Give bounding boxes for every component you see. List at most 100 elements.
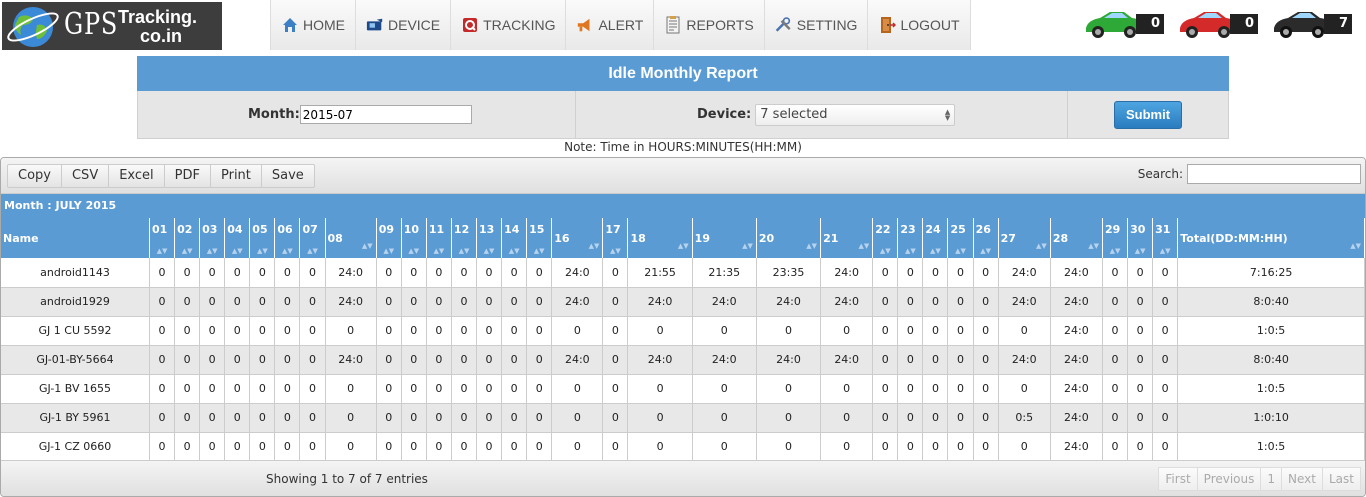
nav-tracking[interactable]: TRACKING (451, 0, 567, 50)
month-input[interactable] (299, 105, 472, 124)
day-cell: 0 (692, 403, 757, 433)
previous-page-button[interactable]: Previous (1197, 467, 1262, 491)
column-header-label: 22 (875, 223, 891, 236)
table-row[interactable]: GJ 1 CU 5592 0 0 0 0 0 0 0 0 0 0 0 0 0 0 0 0 0 0 0 0 0 0 0 0 0 0 0 2… (1, 316, 1365, 346)
column-header-day-01[interactable]: 01 ▲▼ (149, 218, 176, 258)
column-header-day-22[interactable]: 22 ▲▼ (872, 218, 899, 258)
nav-logout[interactable]: LOGOUT (868, 0, 971, 50)
column-header-day-11[interactable]: 11 ▲▼ (426, 218, 452, 258)
column-header-day-27[interactable]: 27 ▲▼ (998, 218, 1051, 258)
search-input[interactable] (1187, 164, 1361, 184)
total-cell: 7:16:25 (1177, 258, 1365, 288)
column-header-day-28[interactable]: 28 ▲▼ (1050, 218, 1103, 258)
table-row[interactable]: GJ-1 BY 5961 0 0 0 0 0 0 0 0 0 0 0 0 0 0 0 0 0 0 0 0 0 0 0 0 0 0 0:… (1, 403, 1365, 433)
day-cell: 0 (274, 316, 301, 346)
column-header-day-18[interactable]: 18 ▲▼ (627, 218, 693, 258)
day-cell: 0 (476, 345, 503, 375)
column-header-day-17[interactable]: 17 ▲▼ (602, 218, 629, 258)
day-cell: 0 (426, 316, 452, 346)
column-header-day-16[interactable]: 16 ▲▼ (551, 218, 604, 258)
day-cell: 0 (376, 287, 402, 317)
nav-reports[interactable]: REPORTS (654, 0, 765, 50)
column-header-day-12[interactable]: 12 ▲▼ (451, 218, 478, 258)
column-header-day-21[interactable]: 21 ▲▼ (820, 218, 874, 258)
nav-setting[interactable]: SETTING (764, 0, 869, 50)
next-page-button[interactable]: Next (1282, 467, 1323, 491)
day-cell: 0 (224, 287, 251, 317)
report-table-wrapper: Copy CSV Excel PDF Print Save Search: Mo… (0, 157, 1366, 497)
sort-icon: ▲▼ (508, 247, 520, 255)
column-header-day-29[interactable]: 29 ▲▼ (1102, 218, 1129, 258)
column-header-total[interactable]: Total(DD:MM:HH) ▲▼ (1177, 218, 1365, 258)
print-button[interactable]: Print (210, 164, 262, 188)
column-header-day-19[interactable]: 19 ▲▼ (692, 218, 757, 258)
day-cell: 0 (872, 287, 899, 317)
day-cell: 0 (224, 316, 251, 346)
logo-gps-text: GPS (64, 7, 119, 42)
nav-home[interactable]: HOME (270, 0, 356, 50)
day-cell: 0 (249, 345, 276, 375)
page-1-button[interactable]: 1 (1261, 467, 1283, 491)
column-header-day-14[interactable]: 14 ▲▼ (501, 218, 528, 258)
day-cell: 0 (274, 432, 301, 462)
day-cell: 0 (325, 374, 377, 404)
day-cell: 0 (274, 374, 301, 404)
column-header-day-24[interactable]: 24 ▲▼ (922, 218, 949, 258)
column-header-day-25[interactable]: 25 ▲▼ (947, 218, 974, 258)
table-row[interactable]: android1143 0 0 0 0 0 0 0 24:0 0 0 0 0 0 0 0 24:0 0 21:55 2… (1, 258, 1365, 288)
black-car-counter[interactable]: 7 (1270, 4, 1358, 44)
excel-button[interactable]: Excel (109, 164, 165, 188)
column-header-day-23[interactable]: 23 ▲▼ (897, 218, 924, 258)
day-cell: 24:0 (1050, 432, 1103, 462)
last-page-button[interactable]: Last (1323, 467, 1361, 491)
reports-icon (664, 16, 682, 34)
green-car-counter[interactable]: 0 (1082, 4, 1170, 44)
sort-icon: ▲▼ (1109, 247, 1121, 255)
day-cell: 24:0 (1050, 258, 1103, 288)
column-header-name[interactable]: Name (1, 218, 150, 258)
column-header-day-26[interactable]: 26 ▲▼ (973, 218, 999, 258)
day-cell: 0 (973, 432, 999, 462)
sort-icon: ▲▼ (383, 247, 395, 255)
day-cell: 0 (174, 374, 201, 404)
column-header-day-03[interactable]: 03 ▲▼ (199, 218, 226, 258)
column-header-day-04[interactable]: 04 ▲▼ (224, 218, 251, 258)
day-cell: 0 (401, 432, 427, 462)
day-cell: 0 (501, 345, 528, 375)
day-cell: 0 (376, 316, 402, 346)
column-header-day-08[interactable]: 08 ▲▼ (325, 218, 377, 258)
column-header-day-10[interactable]: 10 ▲▼ (401, 218, 427, 258)
column-header-day-09[interactable]: 09 ▲▼ (376, 218, 402, 258)
logo[interactable]: GPS Tracking. co.in (2, 2, 222, 50)
column-header-day-06[interactable]: 06 ▲▼ (274, 218, 301, 258)
red-car-counter[interactable]: 0 (1176, 4, 1264, 44)
first-page-button[interactable]: First (1158, 467, 1198, 491)
table-row[interactable]: GJ-1 CZ 0660 0 0 0 0 0 0 0 0 0 0 0 0 0 0 0 0 0 0 0 0 0 0 0 0 0 0 0 2… (1, 432, 1365, 462)
nav-alert[interactable]: ALERT (566, 0, 655, 50)
column-header-day-13[interactable]: 13 ▲▼ (476, 218, 503, 258)
column-header-day-20[interactable]: 20 ▲▼ (756, 218, 822, 258)
column-header-day-30[interactable]: 30 ▲▼ (1127, 218, 1154, 258)
column-header-day-05[interactable]: 05 ▲▼ (249, 218, 276, 258)
day-cell: 0 (451, 403, 478, 433)
save-button[interactable]: Save (261, 164, 315, 188)
column-header-day-15[interactable]: 15 ▲▼ (526, 218, 553, 258)
day-cell: 0 (224, 374, 251, 404)
day-cell: 0 (476, 258, 503, 288)
day-cell: 0 (199, 287, 226, 317)
sort-icon: ▲▼ (742, 242, 753, 250)
pdf-button[interactable]: PDF (164, 164, 211, 188)
nav-device[interactable]: DEVICE (356, 0, 452, 50)
table-row[interactable]: android1929 0 0 0 0 0 0 0 24:0 0 0 0 0 0 0 0 24:0 0 24:0 24… (1, 287, 1365, 317)
column-header-day-07[interactable]: 07 ▲▼ (299, 218, 326, 258)
submit-button[interactable]: Submit (1114, 100, 1182, 129)
sort-icon: ▲▼ (1159, 247, 1171, 255)
table-row[interactable]: GJ-01-BY-5664 0 0 0 0 0 0 0 24:0 0 0 0 0 0 0 0 24:0 0 24:0… (1, 345, 1365, 375)
copy-button[interactable]: Copy (7, 164, 62, 188)
csv-button[interactable]: CSV (61, 164, 110, 188)
table-row[interactable]: GJ-1 BV 1655 0 0 0 0 0 0 0 0 0 0 0 0 0 0 0 0 0 0 0 0 0 0 0 0 0 0 0 2… (1, 374, 1365, 404)
column-header-day-31[interactable]: 31 ▲▼ (1152, 218, 1179, 258)
day-cell: 0 (426, 432, 452, 462)
column-header-day-02[interactable]: 02 ▲▼ (174, 218, 201, 258)
device-select[interactable]: 7 selected ▲ ▼ (755, 103, 956, 126)
